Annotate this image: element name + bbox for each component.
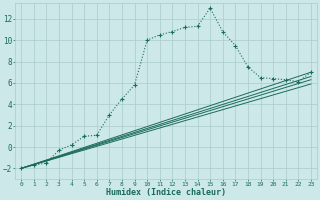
X-axis label: Humidex (Indice chaleur): Humidex (Indice chaleur) — [106, 188, 226, 197]
